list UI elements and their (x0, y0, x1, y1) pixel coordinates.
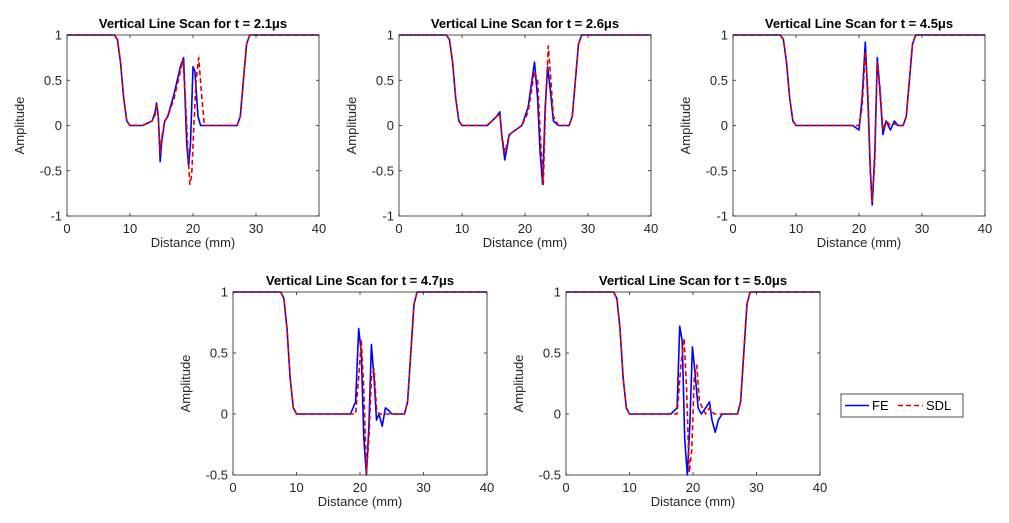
plot-area (67, 35, 319, 216)
x-tick-label: 0 (729, 221, 736, 236)
y-tick-label: 0 (387, 118, 394, 133)
x-axis-label: Distance (mm) (651, 494, 736, 509)
y-tick-label: -0.5 (372, 163, 394, 178)
x-axis-label: Distance (mm) (151, 235, 236, 250)
x-tick-label: 40 (644, 221, 658, 236)
chart-title: Vertical Line Scan for t = 2.1μs (99, 16, 287, 31)
y-tick-label: -0.5 (206, 468, 228, 483)
plot-area (566, 292, 820, 475)
x-tick-label: 20 (518, 221, 532, 236)
x-axis-label: Distance (mm) (483, 235, 568, 250)
y-tick-label: 0 (55, 118, 62, 133)
x-axis-label: Distance (mm) (817, 235, 902, 250)
series-line-fe (399, 34, 651, 186)
x-tick-label: 20 (353, 480, 367, 495)
y-tick-label: 1 (221, 285, 228, 300)
chart-title: Vertical Line Scan for t = 5.0μs (599, 273, 787, 288)
x-tick-label: 0 (63, 221, 70, 236)
x-tick-label: 10 (289, 480, 303, 495)
x-tick-label: 40 (978, 221, 992, 236)
x-tick-label: 30 (416, 480, 430, 495)
y-tick-label: 0 (721, 118, 728, 133)
x-tick-label: 20 (852, 221, 866, 236)
x-tick-label: 10 (622, 480, 636, 495)
y-tick-label: 0.5 (710, 73, 728, 88)
x-tick-label: 40 (813, 480, 827, 495)
y-tick-label: -1 (382, 209, 394, 224)
y-tick-label: 0.5 (543, 346, 561, 361)
y-tick-label: 0 (221, 407, 228, 422)
legend-label-sdl: SDL (926, 398, 951, 413)
chart-title: Vertical Line Scan for t = 2.6μs (431, 16, 619, 31)
y-tick-label: 1 (55, 28, 62, 43)
x-tick-label: 0 (562, 480, 569, 495)
legend-label-fe: FE (872, 398, 889, 413)
y-axis-label: Amplitude (12, 97, 27, 155)
x-tick-label: 30 (249, 221, 263, 236)
y-tick-label: -0.5 (40, 163, 62, 178)
y-tick-label: 1 (721, 28, 728, 43)
y-axis-label: Amplitude (344, 97, 359, 155)
x-tick-label: 30 (915, 221, 929, 236)
x-tick-label: 40 (480, 480, 494, 495)
y-tick-label: -0.5 (539, 468, 561, 483)
y-tick-label: 0.5 (210, 346, 228, 361)
x-tick-label: 0 (395, 221, 402, 236)
x-tick-label: 10 (455, 221, 469, 236)
series-line-sdl (733, 34, 985, 204)
plot-area (233, 292, 487, 475)
y-axis-label: Amplitude (678, 97, 693, 155)
y-tick-label: -1 (50, 209, 62, 224)
x-axis-label: Distance (mm) (318, 494, 403, 509)
y-axis-label: Amplitude (511, 355, 526, 413)
y-tick-label: -1 (716, 209, 728, 224)
y-tick-label: 0.5 (44, 73, 62, 88)
x-tick-label: 30 (749, 480, 763, 495)
plot-area (399, 35, 651, 216)
series-line-sdl (67, 34, 319, 186)
y-axis-label: Amplitude (178, 355, 193, 413)
x-tick-label: 10 (123, 221, 137, 236)
x-tick-label: 0 (229, 480, 236, 495)
series-line-sdl (233, 291, 487, 474)
y-tick-label: -0.5 (706, 163, 728, 178)
chart-title: Vertical Line Scan for t = 4.7μs (266, 273, 454, 288)
y-tick-label: 1 (387, 28, 394, 43)
series-line-sdl (399, 34, 651, 186)
x-tick-label: 30 (581, 221, 595, 236)
legend: FE SDL (840, 393, 964, 418)
x-tick-label: 20 (186, 221, 200, 236)
x-tick-label: 10 (789, 221, 803, 236)
y-tick-label: 0 (554, 407, 561, 422)
y-tick-label: 0.5 (376, 73, 394, 88)
x-tick-label: 20 (686, 480, 700, 495)
chart-title: Vertical Line Scan for t = 4.5μs (765, 16, 953, 31)
y-tick-label: 1 (554, 285, 561, 300)
series-line-sdl (566, 291, 820, 474)
x-tick-label: 40 (312, 221, 326, 236)
